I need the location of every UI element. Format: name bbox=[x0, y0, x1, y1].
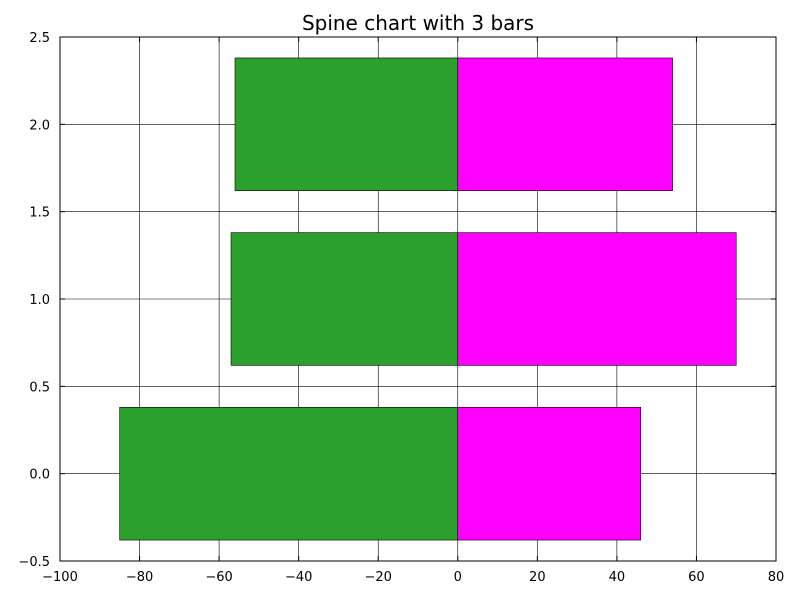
bar-right-segment bbox=[457, 232, 737, 366]
y-tick-label: 2.5 bbox=[29, 31, 50, 46]
bar-right-segment bbox=[457, 57, 673, 192]
x-tick-label: 60 bbox=[688, 570, 705, 585]
y-tick-label: 1.0 bbox=[29, 293, 50, 308]
bar-left-segment bbox=[119, 406, 459, 541]
y-tick-label: 1.5 bbox=[29, 206, 50, 221]
x-tick-label: 20 bbox=[529, 570, 546, 585]
x-tick-label: −80 bbox=[126, 570, 153, 585]
bar-right-segment bbox=[457, 406, 642, 541]
x-tick-label: −100 bbox=[42, 570, 78, 585]
y-tick-label: −0.5 bbox=[18, 555, 50, 570]
x-tick-label: −20 bbox=[365, 570, 392, 585]
x-tick-label: 0 bbox=[454, 570, 462, 585]
chart-title: Spine chart with 3 bars bbox=[302, 11, 534, 35]
x-tick-label: −40 bbox=[285, 570, 312, 585]
bar-left-segment bbox=[230, 232, 459, 366]
bars bbox=[119, 57, 737, 541]
x-tick-label: 80 bbox=[768, 570, 785, 585]
y-tick-label: 0.5 bbox=[29, 380, 50, 395]
x-tick-label: 40 bbox=[609, 570, 626, 585]
axis-ticks: −100 −80 −60 −40 −20 0 20 40 60 80 −0.5 0.0 0.5 1.0 1.… bbox=[18, 31, 784, 585]
y-tick-label: 0.0 bbox=[29, 468, 50, 483]
x-tick-label: −60 bbox=[205, 570, 232, 585]
bar-left-segment bbox=[234, 57, 459, 192]
y-tick-label: 2.0 bbox=[29, 118, 50, 133]
